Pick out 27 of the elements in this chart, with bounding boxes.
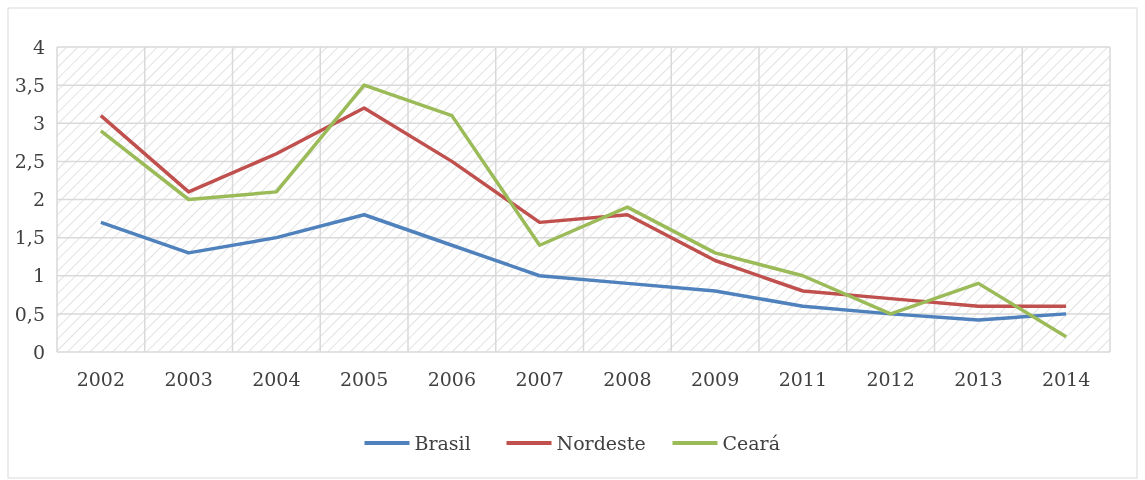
y-tick-label: 3,5 (14, 73, 45, 96)
x-tick-label: 2013 (954, 368, 1003, 390)
legend-label: Nordeste (556, 431, 646, 454)
y-tick-label: 0 (32, 340, 45, 363)
x-tick-label: 2004 (252, 368, 301, 390)
y-tick-label: 3 (32, 111, 45, 134)
legend-label: Brasil (414, 431, 471, 454)
y-tick-label: 4 (32, 35, 45, 58)
x-tick-label: 2014 (1041, 368, 1091, 390)
x-tick-label: 2005 (339, 368, 389, 390)
y-tick-label: 2 (32, 188, 45, 211)
line-series (99, 106, 1068, 308)
y-tick-label: 0,5 (14, 302, 45, 325)
x-tick-label: 2011 (778, 368, 828, 390)
x-tick-label: 2002 (76, 368, 126, 390)
x-tick-label: 2006 (427, 368, 477, 390)
y-tick-label: 1,5 (14, 226, 45, 249)
line-series (99, 213, 1068, 322)
x-tick-label: 2009 (690, 368, 740, 390)
y-tick-label: 2,5 (14, 150, 45, 173)
x-tick-label: 2012 (866, 368, 915, 390)
x-tick-label: 2007 (515, 368, 564, 390)
line-series (99, 83, 1068, 339)
legend-label: Ceará (722, 431, 781, 454)
x-tick-label: 2003 (164, 368, 213, 390)
y-tick-label: 1 (32, 264, 45, 287)
x-tick-label: 2008 (603, 368, 652, 390)
